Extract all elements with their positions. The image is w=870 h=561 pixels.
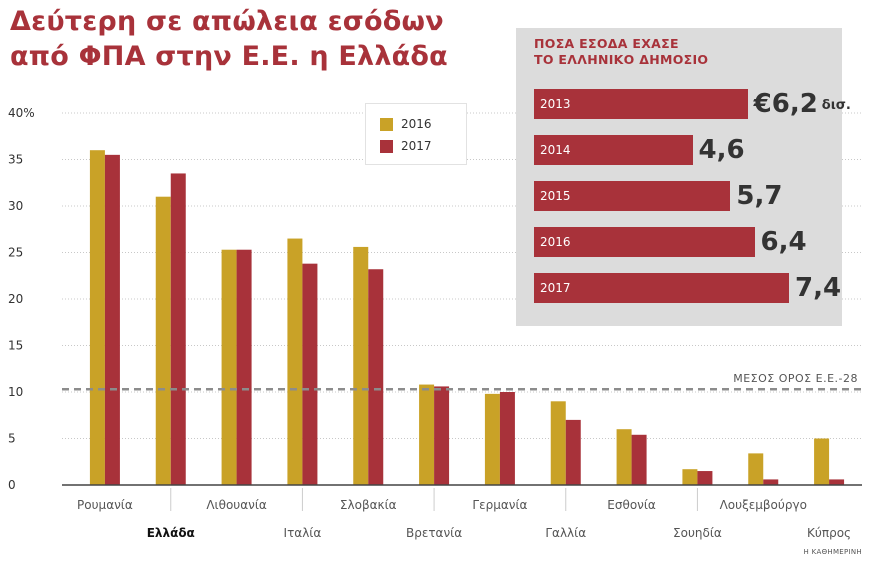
bar-2017 — [302, 263, 318, 485]
bar-2016 — [155, 196, 171, 485]
inset-bar-2014: 2014 — [534, 135, 693, 165]
inset-row-2015: 2015 5,7 — [534, 181, 782, 211]
inset-unit: δισ. — [821, 98, 851, 113]
y-tick-label: 20 — [8, 292, 23, 306]
chart-title: Δεύτερη σε απώλεια εσόδων από ΦΠΑ στην Ε… — [10, 4, 510, 74]
source-credit: Η ΚΑΘΗΜΕΡΙΝΗ — [803, 548, 862, 556]
inset-bar-2013: 2013 — [534, 89, 748, 119]
legend-label-2017: 2017 — [401, 139, 432, 153]
bar-2016 — [419, 384, 435, 485]
y-tick-label: 40% — [8, 106, 35, 120]
legend-item-2017: 2017 — [380, 139, 432, 153]
bar-2017 — [434, 386, 450, 485]
bar-2016 — [484, 393, 500, 485]
bar-2017 — [697, 471, 713, 485]
inset-value-2013: €6,2 — [753, 89, 818, 119]
legend-label-2016: 2016 — [401, 117, 432, 131]
x-tick-label: Ελλάδα — [147, 526, 195, 540]
x-tick-label: Σουηδία — [673, 526, 722, 540]
y-tick-label: 30 — [8, 199, 23, 213]
legend-swatch-2016 — [380, 117, 393, 131]
x-tick-label: Γερμανία — [472, 498, 527, 512]
y-tick-label: 15 — [8, 339, 23, 353]
bar-2017 — [104, 154, 120, 485]
inset-value-2014: 4,6 — [698, 135, 745, 165]
inset-row-2014: 2014 4,6 — [534, 135, 745, 165]
bar-2016 — [287, 238, 303, 485]
chart-title-line-2: από ΦΠΑ στην Ε.Ε. η Ελλάδα — [10, 41, 448, 72]
y-tick-label: 0 — [8, 478, 16, 492]
x-tick-label: Λουξεμβούργο — [720, 498, 807, 512]
bar-2017 — [236, 249, 252, 485]
bar-2017 — [763, 479, 779, 485]
inset-value-2017: 7,4 — [795, 273, 842, 303]
bar-2017 — [499, 392, 515, 485]
x-tick-label: Ρουμανία — [77, 498, 133, 512]
eu-average-label: ΜΕΣΟΣ ΟΡΟΣ Ε.Ε.-28 — [733, 372, 858, 385]
x-tick-label: Λιθουανία — [206, 498, 267, 512]
y-tick-label: 35 — [8, 153, 23, 167]
bar-2016 — [550, 401, 566, 485]
y-tick-label: 25 — [8, 246, 23, 260]
bar-2016 — [221, 249, 237, 485]
inset-row-2017: 2017 7,4 — [534, 273, 841, 303]
x-tick-label: Κύπρος — [807, 526, 851, 540]
inset-value-2016: 6,4 — [760, 227, 807, 257]
bar-2017 — [829, 479, 845, 485]
inset-row-2013: 2013 €6,2 δισ. — [534, 89, 851, 119]
legend: 2016 2017 — [365, 103, 467, 165]
bar-2016 — [89, 150, 105, 485]
legend-item-2016: 2016 — [380, 117, 432, 131]
x-tick-label: Γαλλία — [545, 526, 586, 540]
inset-title-line-2: ΤΟ ΕΛΛΗΝΙΚΟ ΔΗΜΟΣΙΟ — [534, 52, 709, 67]
bar-2016 — [748, 453, 764, 485]
revenue-loss-inset: ΠΟΣΑ ΕΣΟΔΑ ΕΧΑΣΕ ΤΟ ΕΛΛΗΝΙΚΟ ΔΗΜΟΣΙΟ 201… — [516, 28, 851, 326]
x-tick-label: Ιταλία — [284, 526, 322, 540]
inset-bar-2015: 2015 — [534, 181, 731, 211]
inset-bar-2017: 2017 — [534, 273, 789, 303]
chart-title-line-1: Δεύτερη σε απώλεια εσόδων — [10, 6, 444, 37]
bar-2016 — [682, 469, 698, 485]
bar-2017 — [565, 419, 581, 485]
bar-2016 — [814, 438, 830, 485]
x-tick-label: Σλοβακία — [340, 498, 397, 512]
x-tick-label: Εσθονία — [607, 498, 656, 512]
y-tick-label: 10 — [8, 385, 23, 399]
inset-bar-2016: 2016 — [534, 227, 755, 257]
bar-2016 — [353, 246, 369, 485]
y-tick-label: 5 — [8, 432, 16, 446]
bar-2017 — [368, 269, 384, 485]
inset-row-2016: 2016 6,4 — [534, 227, 807, 257]
bar-2017 — [170, 173, 186, 485]
x-tick-label: Βρετανία — [406, 526, 462, 540]
inset-title: ΠΟΣΑ ΕΣΟΔΑ ΕΧΑΣΕ ΤΟ ΕΛΛΗΝΙΚΟ ΔΗΜΟΣΙΟ — [534, 36, 708, 68]
legend-swatch-2017 — [380, 139, 393, 153]
bar-2017 — [631, 434, 647, 485]
bar-2016 — [616, 429, 632, 485]
inset-value-2015: 5,7 — [736, 181, 783, 211]
inset-title-line-1: ΠΟΣΑ ΕΣΟΔΑ ΕΧΑΣΕ — [534, 36, 679, 51]
